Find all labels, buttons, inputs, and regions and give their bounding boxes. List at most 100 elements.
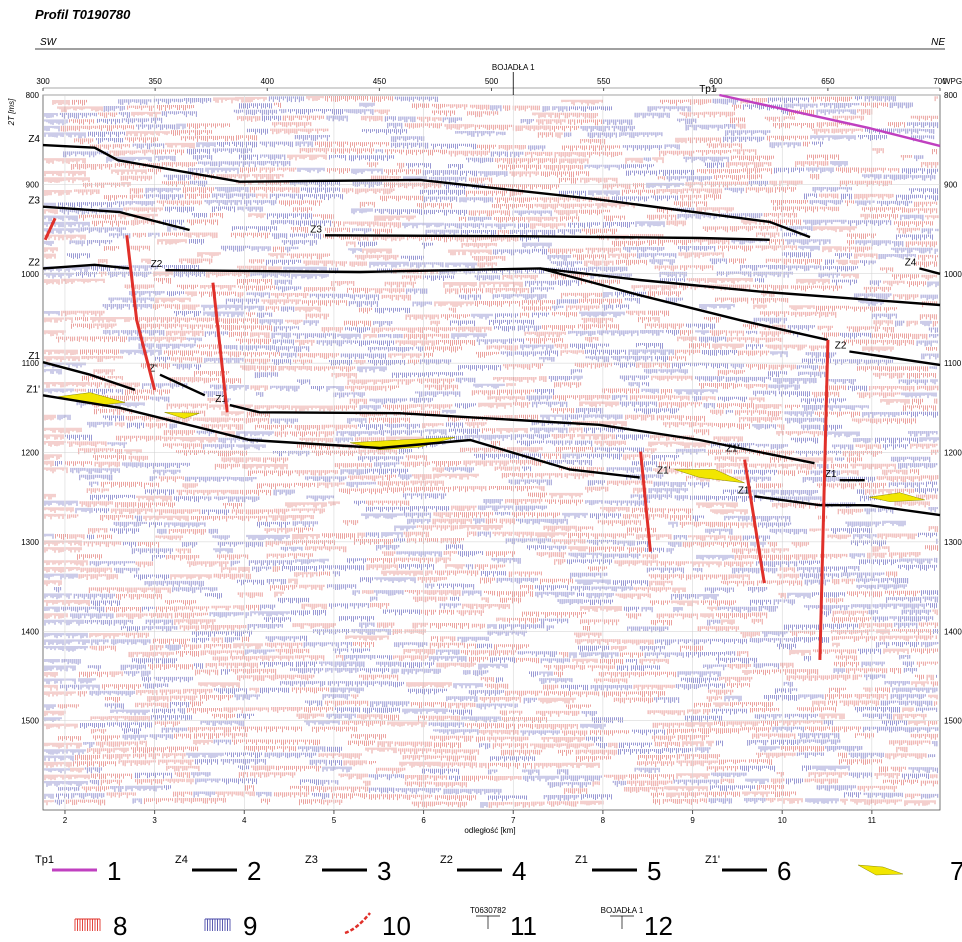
horizon bbox=[919, 267, 941, 275]
x2-tick-label: 550 bbox=[597, 77, 611, 86]
legend-key: 3 bbox=[377, 856, 391, 886]
x2-tick-label: 650 bbox=[821, 77, 835, 86]
x-tick-label: 8 bbox=[601, 816, 606, 825]
horizon bbox=[42, 361, 136, 392]
fault bbox=[639, 451, 652, 552]
legend-marker-label: T0630782 bbox=[470, 906, 507, 915]
horizon bbox=[229, 403, 815, 465]
legend-symbol-label: Z1' bbox=[705, 854, 720, 866]
legend-marker-label: BOJADŁA 1 bbox=[601, 906, 644, 915]
legend-key: 10 bbox=[382, 911, 411, 941]
x2-tick-label: 400 bbox=[261, 77, 275, 86]
legend-fault bbox=[344, 912, 371, 935]
horizon-label: Z1' bbox=[726, 444, 740, 455]
x2-tick-label: 450 bbox=[373, 77, 387, 86]
left-direction: SW bbox=[40, 37, 58, 48]
legend-key: 4 bbox=[512, 856, 526, 886]
legend-key: 5 bbox=[647, 856, 661, 886]
fault bbox=[43, 217, 57, 241]
legend-key: 6 bbox=[777, 856, 791, 886]
x2-tick-label: 600 bbox=[709, 77, 723, 86]
horizon bbox=[165, 267, 941, 307]
x-tick-label: 3 bbox=[152, 816, 157, 825]
x-tick-label: 11 bbox=[868, 816, 877, 825]
legend-wiggle bbox=[74, 918, 101, 931]
horizon-label: Z1 bbox=[215, 394, 227, 405]
legend-marker bbox=[610, 915, 634, 929]
fault bbox=[125, 235, 157, 391]
sand-body bbox=[674, 469, 745, 484]
legend-key: 12 bbox=[644, 911, 673, 941]
legend-marker bbox=[476, 915, 500, 929]
x2-axis-label: WPG bbox=[943, 77, 962, 86]
horizon bbox=[324, 234, 770, 241]
legend-symbol-label: Z3 bbox=[305, 854, 318, 866]
y-tick-label-right: 1000 bbox=[944, 270, 962, 279]
legend-symbol-label: Tp1 bbox=[35, 854, 54, 866]
legend-key: 9 bbox=[243, 911, 257, 941]
sand-body bbox=[869, 492, 925, 502]
y-tick-label-right: 900 bbox=[944, 180, 958, 189]
x2-tick-label: 300 bbox=[36, 77, 50, 86]
x-tick-label: 2 bbox=[63, 816, 68, 825]
sand-body bbox=[164, 412, 200, 419]
y-tick-label: 1300 bbox=[21, 538, 39, 547]
title: Profil T0190780 bbox=[35, 7, 131, 22]
horizon-label: Z4 bbox=[28, 134, 40, 145]
x-axis-label: odległość [km] bbox=[464, 826, 515, 835]
y-tick-label-right: 1200 bbox=[944, 449, 962, 458]
y-tick-label-right: 1300 bbox=[944, 538, 962, 547]
y-tick-label: 800 bbox=[26, 91, 40, 100]
horizon bbox=[719, 93, 941, 148]
horizon bbox=[159, 373, 206, 397]
fault bbox=[743, 459, 766, 584]
horizon-label: Z1' bbox=[738, 485, 752, 496]
x2-tick-label: 350 bbox=[148, 77, 162, 86]
legend-symbol-label: Z2 bbox=[440, 854, 453, 866]
x-tick-label: 7 bbox=[511, 816, 516, 825]
x-tick-label: 4 bbox=[242, 816, 247, 825]
legend-symbol-label: Z1 bbox=[575, 854, 588, 866]
y-tick-label-right: 1500 bbox=[944, 717, 962, 726]
x2-tick-label: 700 bbox=[933, 77, 947, 86]
legend-key: 2 bbox=[247, 856, 261, 886]
legend-body bbox=[857, 864, 904, 876]
horizon-label: Z2 bbox=[28, 257, 40, 268]
horizon-label: Z2 bbox=[835, 341, 847, 352]
y-tick-label-right: 1400 bbox=[944, 627, 962, 636]
x2-tick-label: 500 bbox=[485, 77, 499, 86]
legend-key: 11 bbox=[510, 911, 537, 941]
horizon-label: Z1' bbox=[26, 384, 40, 395]
horizon-label: Z1 bbox=[825, 469, 837, 480]
y-tick-label-right: 1100 bbox=[944, 359, 962, 368]
seismic-texture-red bbox=[44, 96, 939, 808]
seismic-texture-blue bbox=[44, 96, 939, 808]
horizon bbox=[539, 267, 829, 342]
y-tick-label: 1100 bbox=[22, 359, 40, 368]
legend-key: 1 bbox=[107, 856, 121, 886]
horizon-label: Tp1 bbox=[699, 84, 717, 95]
y-tick-label-right: 800 bbox=[944, 91, 958, 100]
y-tick-label: 1500 bbox=[21, 717, 39, 726]
y-tick-label: 900 bbox=[26, 180, 40, 189]
horizon bbox=[42, 263, 130, 270]
y-tick-label: 1400 bbox=[21, 627, 39, 636]
horizon-label: Z3 bbox=[310, 224, 322, 235]
legend-key: 8 bbox=[113, 911, 127, 941]
right-direction: NE bbox=[931, 37, 945, 48]
legend-wiggle bbox=[204, 918, 231, 931]
horizon bbox=[42, 205, 190, 232]
horizon-label: Z4 bbox=[905, 257, 917, 268]
fault bbox=[818, 339, 830, 660]
horizon-label: Z1 bbox=[28, 351, 40, 362]
horizon bbox=[42, 143, 811, 239]
horizon bbox=[42, 394, 640, 479]
horizon bbox=[754, 495, 941, 517]
horizon-label: Z3 bbox=[28, 196, 40, 207]
horizon bbox=[849, 350, 941, 367]
horizon-label: Z2 bbox=[151, 259, 163, 270]
x-tick-label: 10 bbox=[778, 816, 787, 825]
horizon-label: Z1' bbox=[657, 465, 671, 476]
